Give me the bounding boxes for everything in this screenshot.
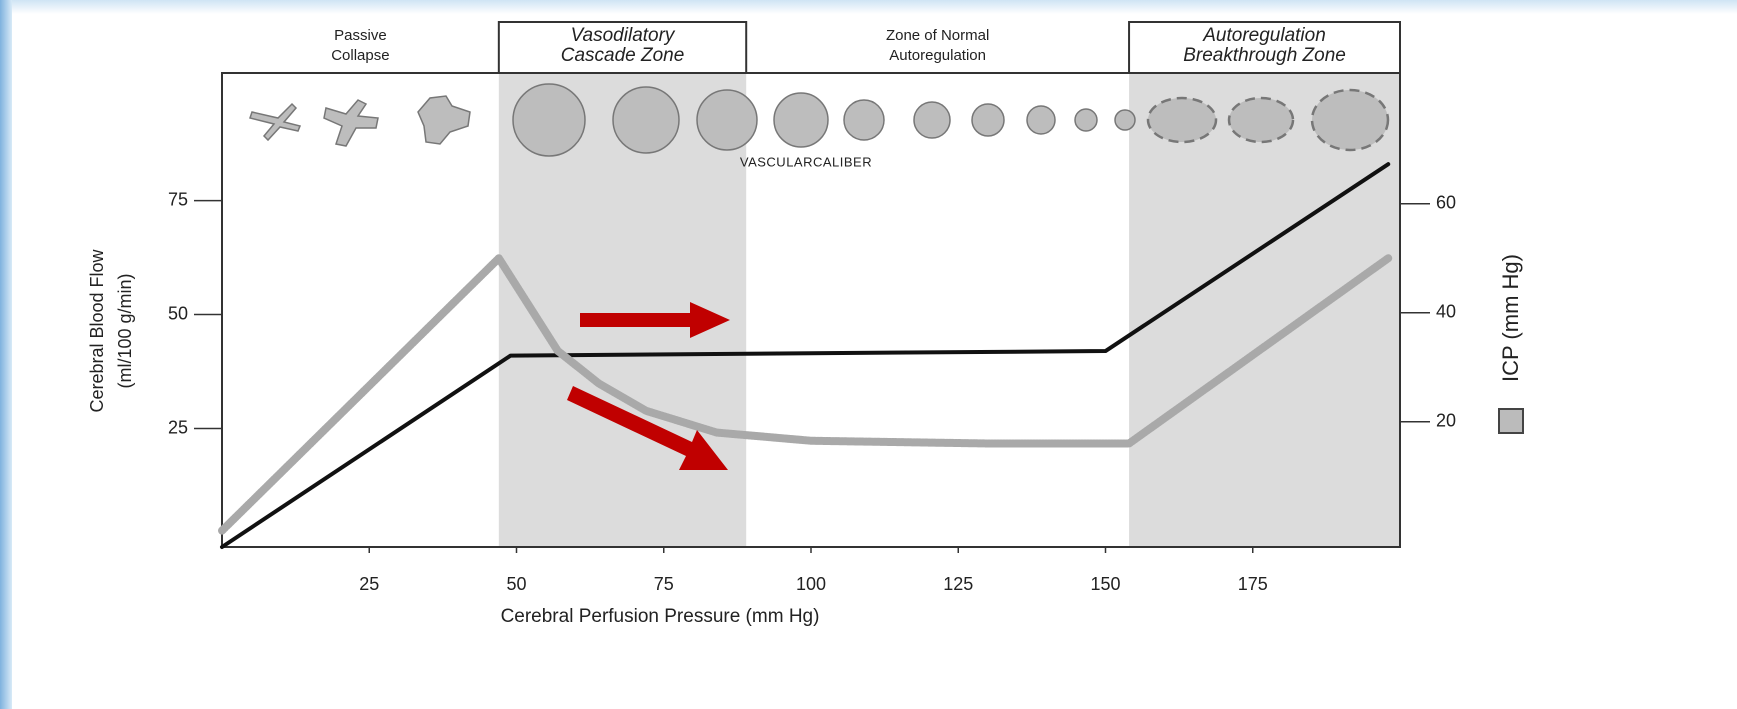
zone-label: Breakthrough Zone bbox=[1183, 45, 1346, 66]
x-tick-label: 175 bbox=[1238, 574, 1268, 594]
dilated-vessel bbox=[1229, 98, 1293, 142]
vessel bbox=[697, 90, 757, 150]
x-tick-label: 75 bbox=[654, 574, 674, 594]
zone-label: Vasodilatory bbox=[571, 25, 676, 46]
chart: Passive Collapse VasodilatoryCascade Zone Z… bbox=[0, 0, 1737, 709]
y2-tick-label: 20 bbox=[1436, 410, 1456, 430]
y2-axis-label: ICP (mm Hg) bbox=[1498, 254, 1523, 382]
x-tick-label: 150 bbox=[1090, 574, 1120, 594]
x-tick-label: 125 bbox=[943, 574, 973, 594]
vessel bbox=[774, 93, 828, 147]
y-axis-label: Cerebral Blood Flow bbox=[87, 248, 107, 412]
vessel bbox=[914, 102, 950, 138]
annotation: VASCULARCALIBER bbox=[740, 154, 872, 169]
collapsed-vessel bbox=[250, 104, 300, 140]
y2-tick-label: 60 bbox=[1436, 193, 1456, 213]
y-tick-label: 50 bbox=[168, 303, 188, 323]
y-axis-label: (ml/100 g/min) bbox=[115, 273, 135, 388]
zone-label: Autoregulation bbox=[889, 47, 986, 64]
y-tick-label: 25 bbox=[168, 417, 188, 437]
vessel bbox=[1115, 110, 1135, 130]
zone-label: Zone of Normal bbox=[886, 27, 989, 44]
y2-tick-label: 40 bbox=[1436, 301, 1456, 321]
collapsed-vessel bbox=[418, 96, 470, 144]
dilated-vessel bbox=[1148, 98, 1216, 142]
left-edge bbox=[0, 0, 12, 709]
zone-label: Cascade Zone bbox=[561, 45, 685, 66]
x-tick-label: 25 bbox=[359, 574, 379, 594]
y-tick-label: 75 bbox=[168, 189, 188, 209]
collapsed-vessel bbox=[324, 100, 378, 146]
top-edge bbox=[0, 0, 1737, 14]
vessel bbox=[972, 104, 1004, 136]
vessel bbox=[844, 100, 884, 140]
vessel bbox=[1027, 106, 1055, 134]
page: Passive Collapse VasodilatoryCascade Zone Z… bbox=[0, 0, 1737, 709]
zone-label: Collapse bbox=[331, 47, 389, 64]
x-tick-label: 50 bbox=[506, 574, 526, 594]
vessel bbox=[1075, 109, 1097, 131]
vessel bbox=[613, 87, 679, 153]
x-axis-label: Cerebral Perfusion Pressure (mm Hg) bbox=[501, 606, 820, 627]
legend-swatch bbox=[1499, 409, 1523, 433]
zone-label: Autoregulation bbox=[1202, 25, 1326, 46]
vessel bbox=[513, 84, 585, 156]
dilated-vessel bbox=[1312, 90, 1388, 150]
x-tick-label: 100 bbox=[796, 574, 826, 594]
zone-label: Passive bbox=[334, 27, 387, 44]
